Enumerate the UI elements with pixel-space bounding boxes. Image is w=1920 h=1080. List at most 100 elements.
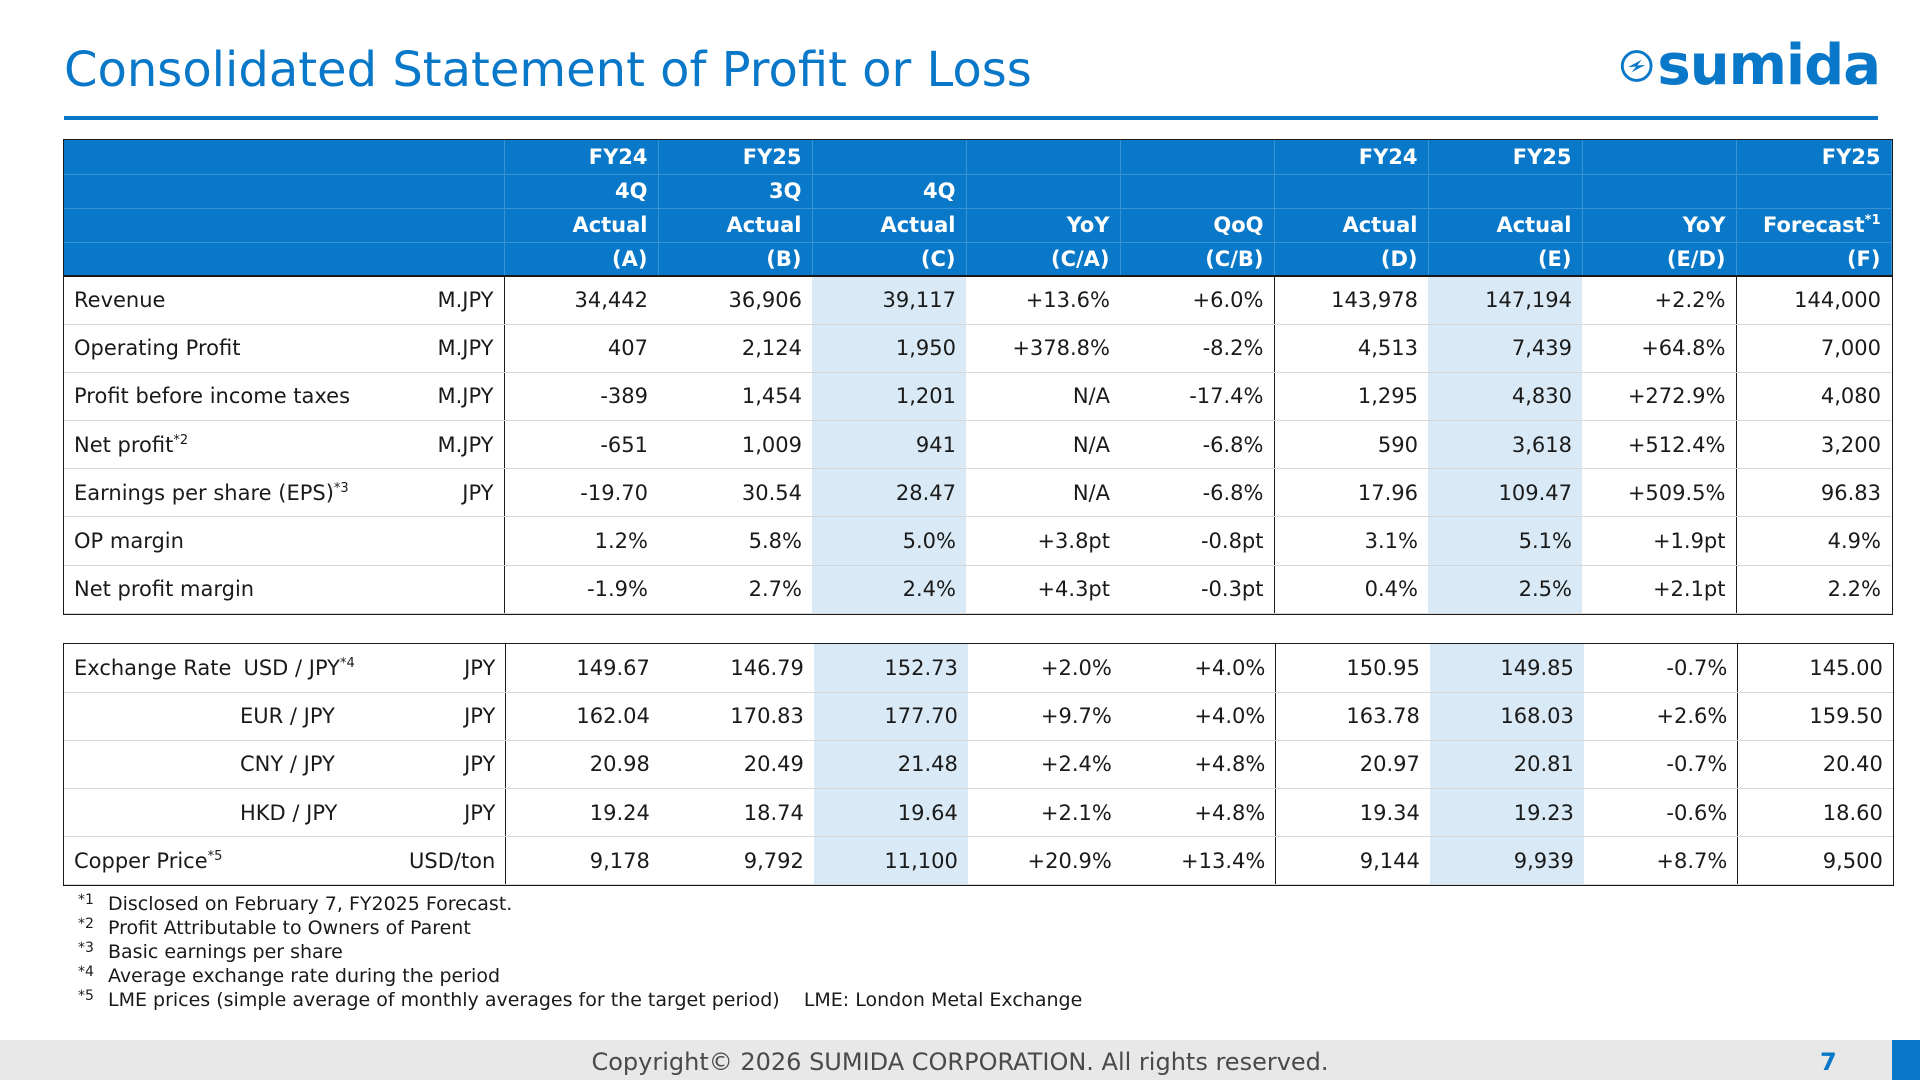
value-cell: +6.0% [1120, 276, 1274, 325]
unit-cell: M.JPY [399, 420, 504, 470]
value-cell: 19.64 [813, 788, 968, 838]
unit-cell [399, 565, 504, 614]
value-cell: 21.48 [813, 740, 968, 790]
header-cell: (E/D) [1582, 242, 1737, 277]
value-cell: +272.9% [1582, 372, 1736, 422]
value-cell: 147,194 [1428, 276, 1582, 325]
value-cell: 9,939 [1429, 836, 1584, 886]
value-cell: 5.0% [812, 516, 966, 566]
header-label: (E/D) [1666, 246, 1726, 271]
value-cell: 7,000 [1735, 324, 1891, 373]
value-cell: 39,117 [812, 276, 966, 325]
fx-pair-label: CNY / JPY [240, 752, 335, 777]
header-row: FY24 FY25 FY24 FY25 FY25 [64, 140, 1892, 175]
row-label: Net profit*2 [64, 420, 399, 470]
value-cell: 2.4% [812, 565, 966, 614]
fx-pair-label: HKD / JPY [240, 800, 338, 825]
header-label: QoQ [1213, 213, 1264, 237]
row-label: EUR / JPY [64, 692, 399, 741]
header-cell: FY24 [1274, 140, 1429, 175]
header-cell [1736, 174, 1892, 209]
header-label: 4Q [615, 179, 648, 203]
table-row: Profit before income taxes M.JPY -389 1,454… [64, 372, 1891, 422]
value-cell: 19.24 [505, 788, 660, 838]
header-cell: QoQ [1120, 208, 1275, 243]
fx-pair-label: EUR / JPY [240, 704, 335, 729]
value-cell: -0.3pt [1120, 565, 1274, 614]
value-cell: 590 [1273, 420, 1428, 470]
footer-accent [1892, 1040, 1920, 1080]
header-cell [399, 140, 505, 175]
value-cell: +512.4% [1582, 420, 1736, 470]
value-cell: N/A [966, 372, 1120, 422]
value-cell: 145.00 [1737, 644, 1893, 693]
row-label-text: Net profit margin [74, 577, 255, 602]
footnote-marker: *2 [173, 432, 189, 448]
value-cell: 3,618 [1428, 420, 1582, 470]
value-cell: -1.9% [503, 565, 658, 614]
row-label: Exchange Rate USD / JPY*4 [64, 644, 399, 693]
header-cell: (A) [504, 242, 659, 277]
value-cell: 4,513 [1273, 324, 1428, 373]
header-cell [966, 140, 1121, 175]
header-cell [64, 140, 399, 175]
value-cell: +9.7% [967, 692, 1122, 741]
value-cell: 163.78 [1275, 692, 1430, 741]
value-cell: 4.9% [1735, 516, 1891, 566]
header-label: FY24 [1358, 144, 1418, 169]
row-label: Operating Profit [64, 324, 399, 373]
value-cell: +378.8% [966, 324, 1120, 373]
header-cell [1582, 140, 1737, 175]
unit-cell [399, 516, 504, 566]
footnote-text: Disclosed on February 7, FY2025 Forecast… [108, 893, 513, 915]
unit-cell: JPY [399, 692, 506, 741]
header-cell: Actual [504, 208, 659, 243]
value-cell: +4.0% [1121, 644, 1276, 693]
value-cell: 20.97 [1275, 740, 1430, 790]
header-cell [812, 140, 967, 175]
value-cell: N/A [966, 468, 1120, 518]
table-row: Earnings per share (EPS)*3 JPY -19.70 30.54… [64, 468, 1891, 518]
value-cell: 149.85 [1429, 644, 1584, 693]
value-cell: -0.7% [1583, 740, 1738, 790]
header-label: FY25 [1821, 144, 1881, 169]
value-cell: +64.8% [1582, 324, 1736, 373]
value-cell: -651 [503, 420, 658, 470]
table-row: Net profit margin -1.9% 2.7% 2.4% +4.3pt -0.3… [64, 565, 1891, 614]
value-cell: +4.3pt [966, 565, 1120, 614]
row-label: Profit before income taxes [64, 372, 399, 422]
value-cell: 20.81 [1429, 740, 1584, 790]
header-label: (C/A) [1050, 246, 1110, 271]
header-label: (F) [1846, 246, 1881, 271]
header-cell [1582, 174, 1737, 209]
value-cell: +2.2% [1582, 276, 1736, 325]
value-cell: 9,144 [1275, 836, 1430, 886]
value-cell: 168.03 [1429, 692, 1584, 741]
footnote: *2 Profit Attributable to Owners of Paren… [78, 916, 1082, 940]
value-cell: +4.0% [1121, 692, 1276, 741]
row-label: CNY / JPY [64, 740, 399, 790]
header-label: (B) [766, 246, 802, 271]
value-cell: 5.8% [658, 516, 812, 566]
fx-body: Exchange Rate USD / JPY*4 JPY 149.67 146.79 1… [64, 644, 1893, 886]
header-label: 3Q [769, 179, 802, 203]
footer-bar: Copyright© 2026 SUMIDA CORPORATION. All … [0, 1040, 1920, 1080]
value-cell: 30.54 [658, 468, 812, 518]
value-cell: -0.7% [1583, 644, 1738, 693]
header-cell [399, 174, 505, 209]
header-cell [1274, 174, 1429, 209]
value-cell: 3.1% [1273, 516, 1428, 566]
footnote-marker: *1 [1864, 213, 1881, 228]
header-cell: (C) [812, 242, 967, 277]
value-cell: +2.0% [967, 644, 1122, 693]
table-row: Copper Price*5 USD/ton 9,178 9,792 11,100 +20… [64, 836, 1893, 886]
value-cell: +2.1% [967, 788, 1122, 838]
value-cell: -17.4% [1120, 372, 1274, 422]
header-row: (A) (B) (C) (C/A) (C/B) (D) (E) (E/D) (F) [64, 242, 1892, 277]
table-row: Exchange Rate USD / JPY*4 JPY 149.67 146.79 1… [64, 644, 1893, 693]
value-cell: 1,454 [658, 372, 812, 422]
unit-cell: JPY [399, 644, 506, 693]
row-label-text: Net profit [74, 432, 174, 457]
value-cell: 1,009 [658, 420, 812, 470]
table-row: HKD / JPY JPY 19.24 18.74 19.64 +2.1% +4.8% 19.… [64, 788, 1893, 838]
